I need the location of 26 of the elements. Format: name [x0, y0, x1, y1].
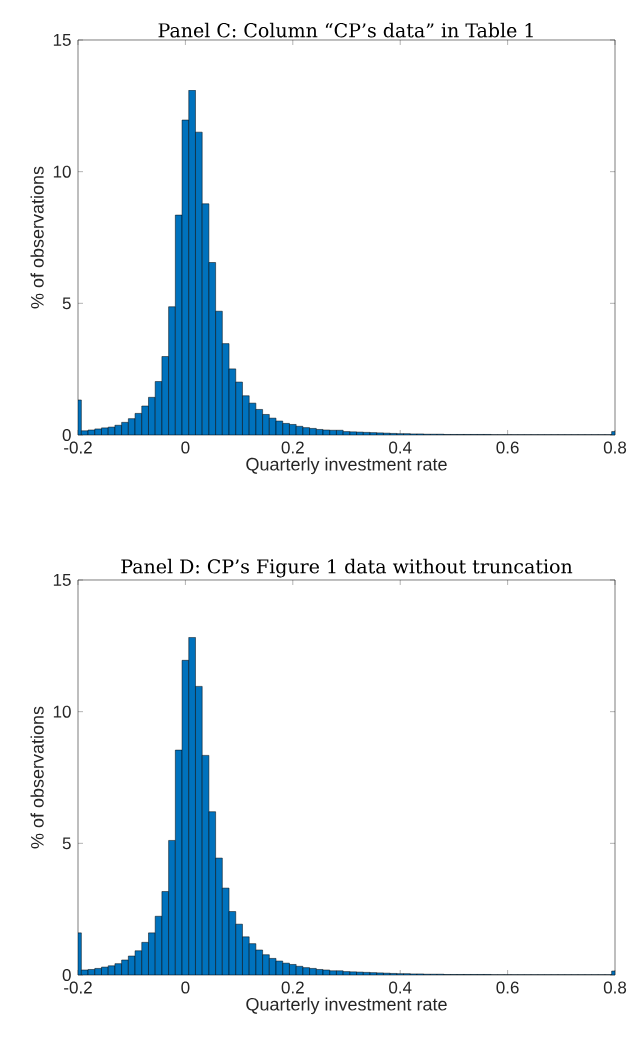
y-axis-title: % of observations [30, 166, 44, 309]
x-tick-label: 0.6 [496, 441, 519, 454]
x-tick-label: 0.2 [281, 981, 304, 994]
y-tick-label: 0 [62, 968, 71, 982]
x-axis-title: Quarterly investment rate [246, 457, 447, 475]
y-tick-label: 5 [62, 837, 71, 850]
chart-title: Panel D: CP’s Figure 1 data without truncation [121, 558, 573, 578]
x-tick-label: 0.6 [496, 981, 519, 994]
x-tick-label: -0.2 [64, 981, 92, 994]
y-tick-label: 15 [53, 34, 71, 46]
x-tick-label: 0.8 [603, 981, 627, 994]
y-axis-title: % of observations [30, 706, 44, 849]
x-tick-label: 0 [181, 981, 190, 994]
x-tick-label: 0.4 [389, 441, 412, 454]
x-axis-title: Quarterly investment rate [246, 997, 447, 1015]
x-tick-label: 0 [181, 441, 190, 454]
chart-title: Panel C: Column “CP’s data” in Table 1 [158, 22, 533, 38]
y-tick-label: 10 [53, 705, 71, 718]
x-tick-label: 0.2 [281, 441, 304, 454]
y-tick-label: 10 [53, 165, 71, 178]
x-tick-label: -0.2 [64, 441, 92, 454]
y-tick-label: 5 [62, 297, 71, 310]
y-tick-label: 0 [62, 428, 71, 442]
x-tick-label: 0.4 [389, 981, 412, 994]
x-tick-label: 0.8 [603, 441, 627, 454]
y-tick-label: 15 [53, 574, 71, 586]
